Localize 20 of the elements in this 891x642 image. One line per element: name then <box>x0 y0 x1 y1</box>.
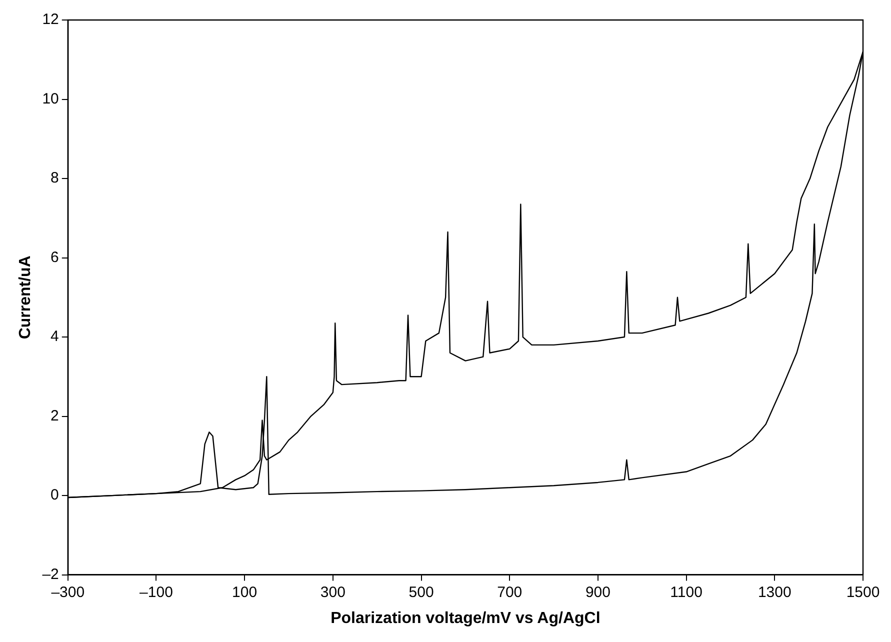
x-tick-label: 1500 <box>846 584 880 601</box>
y-tick-label: 10 <box>42 90 59 108</box>
x-tick-label: 300 <box>320 584 346 601</box>
x-tick-label: 100 <box>232 584 258 601</box>
x-tick-label: 1100 <box>670 584 702 601</box>
y-tick-label: 2 <box>50 407 59 424</box>
y-tick-label: –2 <box>42 566 59 583</box>
y-tick-label: 0 <box>50 486 59 504</box>
x-axis-title: Polarization voltage/mV vs Ag/AgCl <box>330 610 600 627</box>
y-tick-label: 8 <box>50 170 59 187</box>
y-tick-label: 12 <box>42 11 59 28</box>
x-tick-label: 500 <box>408 584 434 601</box>
y-axis-title: Current/uA <box>17 255 34 340</box>
x-tick-label: 1300 <box>758 584 792 601</box>
x-tick-label: 700 <box>497 584 522 601</box>
x-tick-label: 900 <box>585 584 610 601</box>
y-tick-label: 4 <box>50 328 59 346</box>
x-tick-label: –300 <box>51 584 85 601</box>
y-tick-label: 6 <box>50 248 59 266</box>
x-tick-label: –100 <box>140 584 173 601</box>
